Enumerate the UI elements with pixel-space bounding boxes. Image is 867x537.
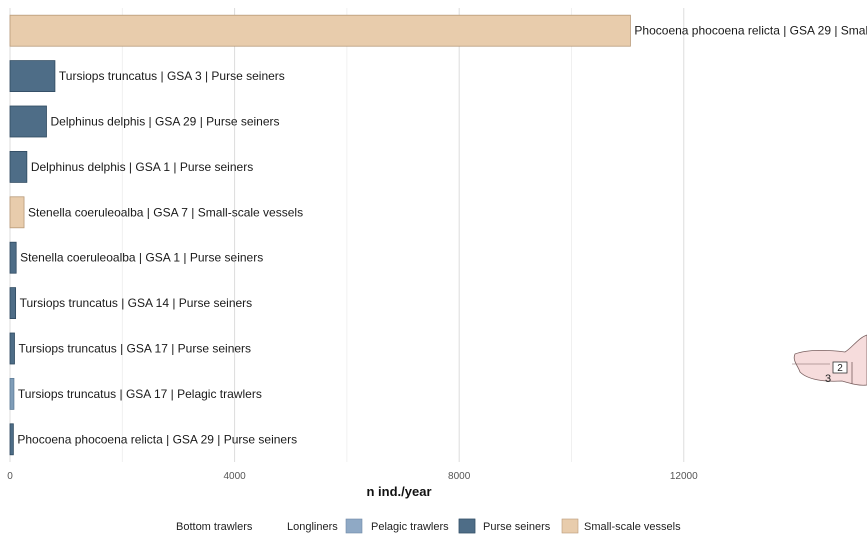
bar-label: Phocoena phocoena relicta | GSA 29 | Sma…: [634, 24, 867, 38]
x-tick-label: 0: [7, 471, 13, 482]
bars: Phocoena phocoena relicta | GSA 29 | Sma…: [9, 14, 867, 456]
bar: [9, 14, 631, 47]
bar-label: Phocoena phocoena relicta | GSA 29 | Pur…: [17, 432, 297, 446]
bar: [9, 196, 25, 229]
grid-lines: [9, 8, 685, 462]
bar-label: Tursiops truncatus | GSA 17 | Purse sein…: [18, 342, 251, 356]
x-tick-label: 12000: [670, 471, 698, 482]
legend-label: Longliners: [287, 521, 338, 533]
bar: [9, 105, 47, 138]
legend-swatch: [561, 518, 579, 534]
inset-map: 2 3: [792, 334, 867, 386]
bar: [9, 60, 56, 92]
bar-label: Stenella coeruleoalba | GSA 1 | Purse se…: [20, 251, 263, 265]
legend-swatch: [458, 518, 476, 534]
bar: [9, 241, 17, 274]
map-label-2: 2: [837, 363, 843, 374]
x-axis-title: n ind./year: [366, 484, 431, 499]
bar-label: Tursiops truncatus | GSA 17 | Pelagic tr…: [18, 387, 262, 401]
bar-label: Delphinus delphis | GSA 29 | Purse seine…: [50, 115, 279, 129]
bar-label: Tursiops truncatus | GSA 3 | Purse seine…: [59, 69, 285, 83]
x-axis-ticks: 0 4000 8000 12000: [7, 471, 698, 482]
legend-swatch: [345, 518, 363, 534]
bar: [9, 377, 15, 410]
bar-label: Stenella coeruleoalba | GSA 7 | Small-sc…: [28, 205, 303, 219]
legend-label: Purse seiners: [483, 521, 551, 533]
bar-label: Tursiops truncatus | GSA 14 | Purse sein…: [20, 296, 253, 310]
bar: [9, 150, 28, 183]
map-label-3: 3: [825, 373, 831, 385]
bar: [9, 332, 15, 365]
bar-label: Delphinus delphis | GSA 1 | Purse seiner…: [31, 160, 253, 174]
legend-label: Small-scale vessels: [584, 521, 681, 533]
legend-label: Bottom trawlers: [176, 521, 253, 533]
x-tick-label: 8000: [448, 471, 471, 482]
bar: [9, 287, 17, 320]
bar: [9, 423, 14, 456]
map-label-box: [832, 361, 848, 374]
x-tick-label: 4000: [223, 471, 246, 482]
legend: Bottom trawlers Longliners Pelagic trawler…: [176, 518, 681, 534]
legend-label: Pelagic trawlers: [371, 521, 449, 533]
